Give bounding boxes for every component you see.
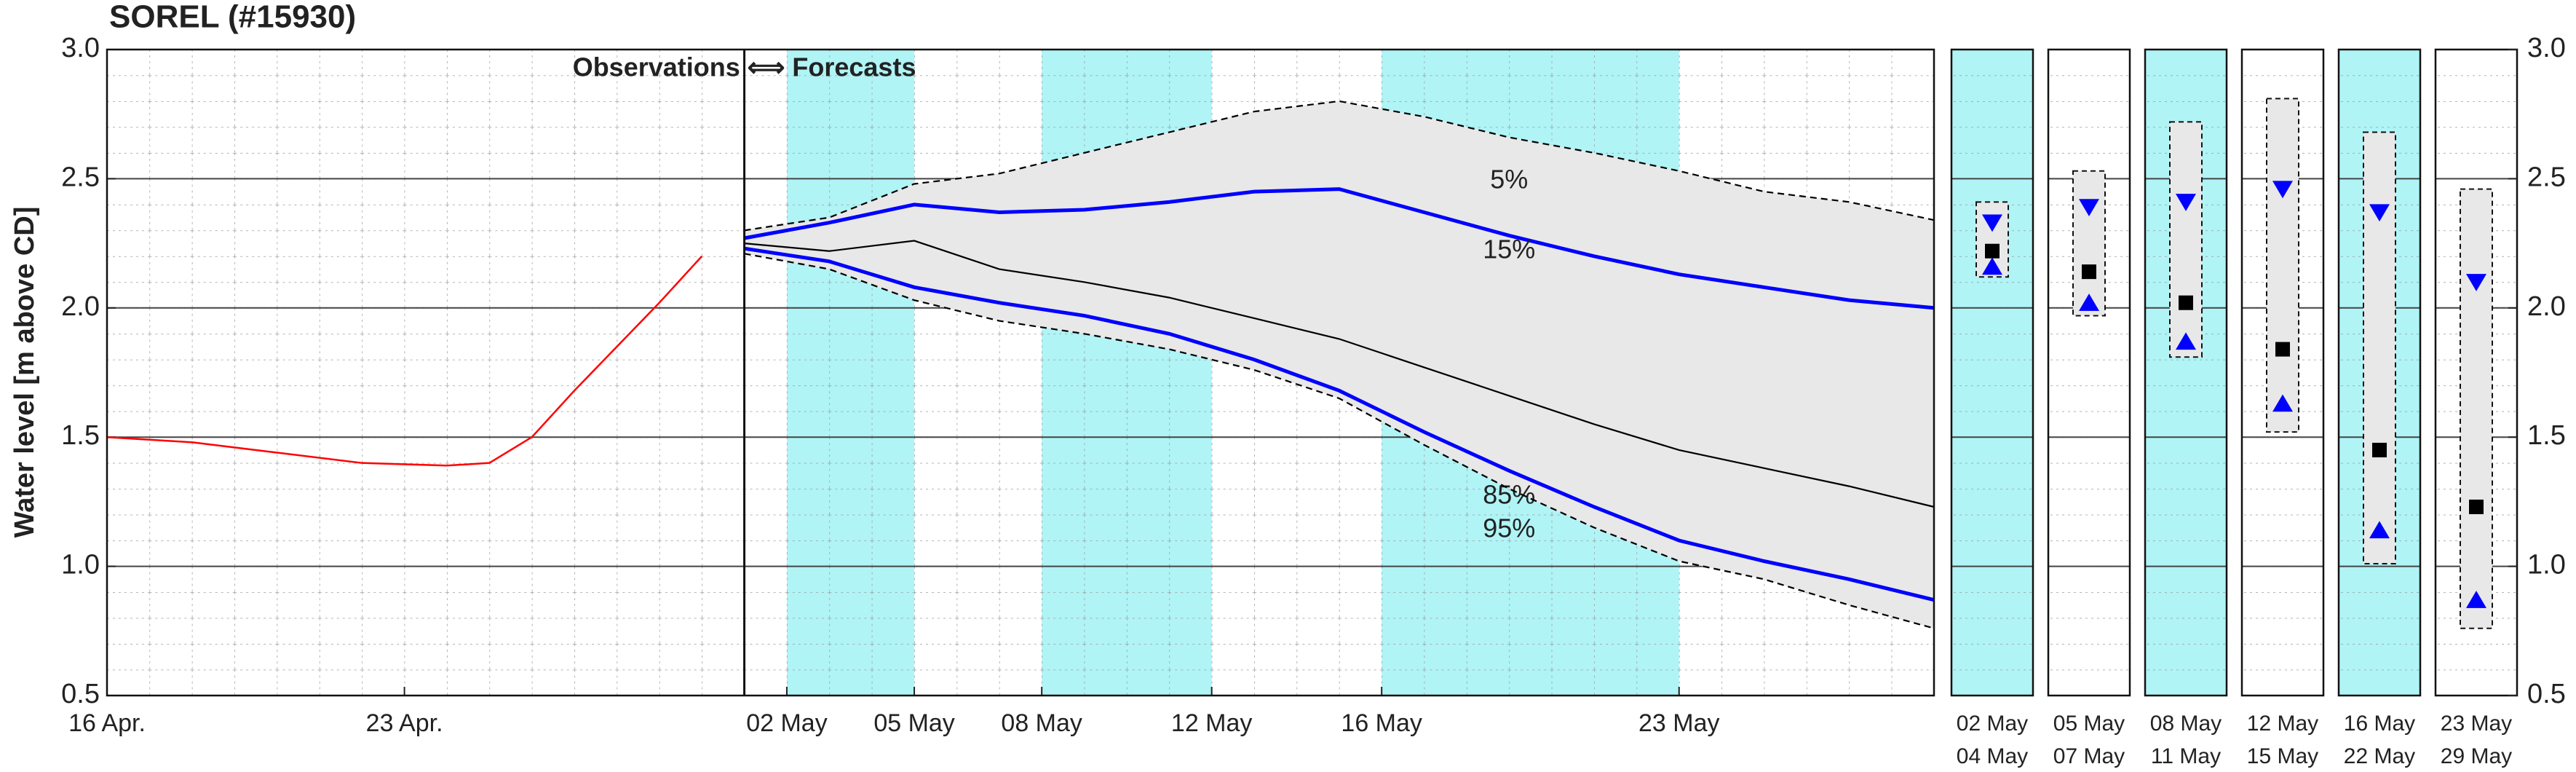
period-start-label: 23 May <box>2441 712 2512 736</box>
minor-grid <box>2048 50 2130 696</box>
range-box <box>2363 131 2396 565</box>
range-box <box>2460 188 2493 629</box>
period-start-label: 16 May <box>2344 712 2415 736</box>
y-tick-label: 1.5 <box>61 420 100 451</box>
y-tick-label: 1.0 <box>2527 550 2566 580</box>
series-label: 15% <box>1483 234 1535 264</box>
panel-frame <box>2047 48 2131 697</box>
plot-frame <box>106 48 1935 697</box>
x-tick-label: 23 Apr. <box>366 709 443 737</box>
period-end-label: 11 May <box>2151 744 2221 768</box>
panel-frame <box>1950 48 2034 697</box>
y-tick-label: 2.0 <box>2527 291 2566 322</box>
upper-marker <box>2369 204 2390 222</box>
x-tick-label: 05 May <box>873 709 955 737</box>
median-marker <box>2469 499 2484 514</box>
lower-marker <box>2272 394 2293 412</box>
chart-title: SOREL (#15930) <box>109 0 356 35</box>
x-tick-label: 12 May <box>1171 709 1253 737</box>
panel-frame <box>2240 48 2325 697</box>
percentile-band <box>744 101 1934 629</box>
y-tick-label: 0.5 <box>61 679 100 709</box>
upper-marker <box>2176 194 2196 211</box>
period-end-label: 22 May <box>2344 744 2415 768</box>
series-line <box>744 240 1935 508</box>
x-tick-label: 02 May <box>746 709 828 737</box>
period-end-label: 04 May <box>1957 744 2028 768</box>
range-box <box>2266 98 2299 433</box>
upper-marker <box>2272 181 2293 199</box>
period-start-label: 02 May <box>1957 712 2028 736</box>
period-start-label: 08 May <box>2150 712 2222 736</box>
period-end-label: 29 May <box>2441 744 2512 768</box>
x-tick-label: 16 Apr. <box>68 709 146 737</box>
series-line <box>106 255 703 467</box>
y-tick-label: 3.0 <box>61 33 100 63</box>
median-marker <box>1985 243 2000 259</box>
x-tick-label: 23 May <box>1638 709 1720 737</box>
lower-marker <box>2369 521 2390 539</box>
range-box <box>2169 121 2203 358</box>
median-marker <box>2275 342 2290 357</box>
upper-marker <box>2466 274 2486 291</box>
median-marker <box>2082 264 2096 280</box>
lower-marker <box>2079 294 2099 311</box>
series-label: 85% <box>1483 479 1535 509</box>
median-marker <box>2372 442 2387 457</box>
period-start-label: 12 May <box>2247 712 2318 736</box>
series-line <box>744 187 1935 310</box>
panel-frame <box>2434 48 2518 697</box>
upper-marker <box>1982 214 2002 232</box>
period-start-label: 05 May <box>2053 712 2125 736</box>
minor-grid <box>1951 50 2033 696</box>
series-line <box>744 253 1935 629</box>
upper-marker <box>2079 199 2099 217</box>
period-end-label: 07 May <box>2053 744 2125 768</box>
y-axis-label: Water level [m above CD] <box>9 207 40 538</box>
lower-marker <box>1982 257 2002 275</box>
series-line <box>744 100 1935 232</box>
divider-label: Observations ⟺ Forecasts <box>573 52 916 82</box>
panel-frame <box>2337 48 2422 697</box>
series-line <box>744 246 1935 602</box>
panel-frame <box>2144 48 2228 697</box>
y-tick-label: 2.5 <box>61 162 100 192</box>
range-box <box>2072 170 2106 317</box>
lower-marker <box>2466 591 2486 608</box>
y-tick-label: 1.5 <box>2527 420 2566 451</box>
x-tick-label: 16 May <box>1341 709 1422 737</box>
series-label: 5% <box>1490 164 1528 194</box>
y-tick-label: 0.5 <box>2527 679 2566 709</box>
series-label: 95% <box>1483 513 1535 543</box>
x-tick-label: 08 May <box>1001 709 1082 737</box>
y-tick-label: 1.0 <box>61 550 100 580</box>
y-tick-label: 2.0 <box>61 291 100 322</box>
lower-marker <box>2176 332 2196 350</box>
median-marker <box>2179 295 2193 310</box>
y-tick-label: 3.0 <box>2527 33 2566 63</box>
period-end-label: 15 May <box>2247 744 2318 768</box>
y-tick-label: 2.5 <box>2527 162 2566 192</box>
